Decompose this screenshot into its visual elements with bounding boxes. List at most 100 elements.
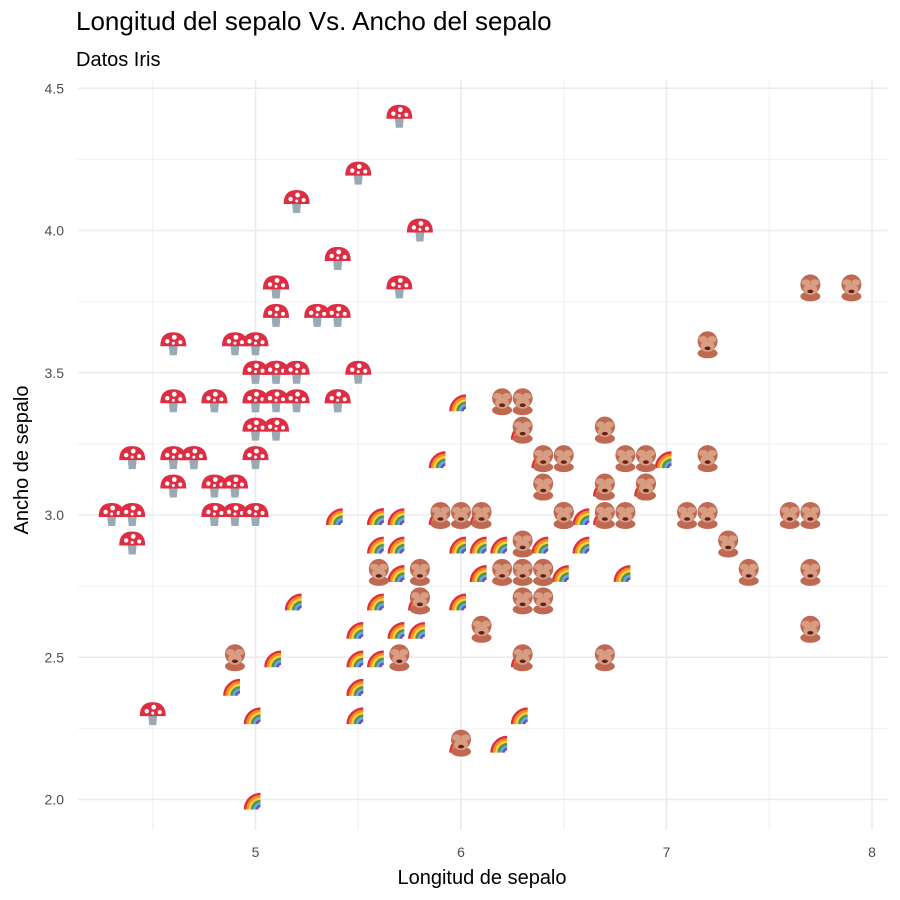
see-no-evil-monkey-point [533, 587, 554, 615]
rainbow-point [449, 536, 467, 554]
see-no-evil-monkey-point [800, 615, 821, 643]
mushroom-point [201, 389, 228, 413]
see-no-evil-monkey-point [492, 388, 513, 416]
mushroom-point [283, 360, 310, 384]
rainbow-point [510, 707, 528, 725]
see-no-evil-monkey-point [409, 587, 430, 615]
mushroom-point [283, 389, 310, 413]
rainbow-point [366, 508, 385, 526]
see-no-evil-monkey-point [800, 274, 821, 302]
mushroom-point [242, 503, 269, 526]
see-no-evil-monkey-point [512, 558, 533, 586]
rainbow-point [223, 678, 241, 696]
mushroom-point [201, 474, 228, 498]
x-axis-title: Longitud de sepalo [397, 867, 566, 889]
see-no-evil-monkey-point [738, 558, 759, 586]
rainbow-point [387, 508, 405, 526]
mushroom-point [242, 360, 269, 384]
see-no-evil-monkey-point [553, 502, 574, 529]
mushroom-point [386, 275, 413, 299]
see-no-evil-monkey-point [512, 416, 533, 444]
see-no-evil-monkey-point [512, 587, 533, 615]
rainbow-point [654, 451, 672, 469]
see-no-evil-monkey-point [594, 416, 615, 444]
rainbow-point [387, 536, 405, 554]
rainbow-point [490, 735, 508, 753]
see-no-evil-monkey-point [697, 502, 718, 529]
mushroom-point [345, 161, 372, 185]
see-no-evil-monkey-point [841, 274, 862, 302]
data-points [98, 104, 862, 810]
mushroom-point [160, 446, 187, 470]
mushroom-point [221, 474, 248, 498]
see-no-evil-monkey-point [779, 502, 800, 529]
see-no-evil-monkey-point [615, 502, 636, 529]
rainbow-point [469, 565, 487, 583]
rainbow-point [490, 536, 508, 554]
see-no-evil-monkey-point [368, 558, 389, 586]
y-tick-label: 2.5 [45, 649, 65, 665]
mushroom-point [160, 389, 187, 413]
rainbow-point [346, 650, 364, 668]
see-no-evil-monkey-point [451, 729, 471, 757]
mushroom-point [242, 446, 269, 470]
see-no-evil-monkey-point [430, 502, 451, 529]
mushroom-point [263, 303, 290, 327]
see-no-evil-monkey-point [533, 445, 554, 473]
see-no-evil-monkey-point [471, 502, 492, 529]
see-no-evil-monkey-point [224, 644, 245, 672]
rainbow-point [469, 536, 487, 554]
rainbow-point [572, 508, 590, 526]
grid [78, 80, 888, 830]
x-tick-label: 6 [457, 844, 465, 860]
rainbow-point [366, 536, 385, 554]
mushroom-point [263, 389, 290, 413]
mushroom-point [242, 389, 269, 413]
see-no-evil-monkey-point [512, 388, 533, 416]
see-no-evil-monkey-point [471, 615, 492, 643]
rainbow-point [428, 451, 446, 469]
x-tick-label: 5 [252, 844, 260, 860]
mushroom-point [283, 190, 310, 214]
rainbow-point [613, 565, 631, 583]
see-no-evil-monkey-point [409, 558, 430, 586]
rainbow-point [346, 621, 364, 640]
rainbow-point [346, 678, 364, 696]
y-tick-label: 4.0 [45, 223, 65, 239]
mushroom-point [119, 446, 146, 470]
see-no-evil-monkey-point [533, 473, 554, 501]
mushroom-point [139, 702, 166, 726]
rainbow-point [531, 536, 549, 554]
rainbow-point [243, 707, 261, 725]
see-no-evil-monkey-point [697, 331, 718, 359]
y-tick-label: 2.0 [45, 792, 65, 808]
see-no-evil-monkey-point [553, 445, 574, 473]
rainbow-point [408, 621, 426, 640]
mushroom-point [160, 474, 187, 498]
y-tick-label: 3.5 [45, 365, 65, 381]
rainbow-point [551, 565, 569, 583]
see-no-evil-monkey-point [594, 644, 615, 672]
rainbow-point [449, 394, 467, 412]
rainbow-point [366, 650, 385, 668]
see-no-evil-monkey-point [635, 445, 656, 473]
x-tick-label: 8 [868, 844, 876, 860]
rainbow-point [366, 593, 385, 611]
chart-subtitle: Datos Iris [76, 49, 160, 71]
see-no-evil-monkey-point [677, 502, 698, 529]
mushroom-point [242, 417, 269, 441]
see-no-evil-monkey-point [512, 530, 533, 558]
see-no-evil-monkey-point [697, 445, 718, 473]
rainbow-point [387, 565, 405, 583]
mushroom-point [304, 303, 331, 327]
see-no-evil-monkey-point [389, 644, 410, 672]
mushroom-point [345, 360, 372, 384]
mushroom-point [324, 246, 351, 270]
mushroom-point [119, 531, 146, 555]
rainbow-point [449, 593, 467, 611]
y-axis-title: Ancho de sepalo [11, 385, 33, 534]
y-tick-label: 3.0 [45, 507, 65, 523]
mushroom-point [263, 417, 290, 441]
